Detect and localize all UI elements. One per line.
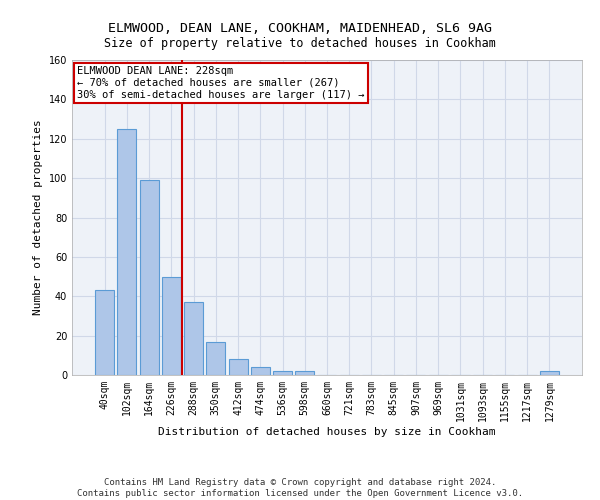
Bar <box>273 371 292 375</box>
Bar <box>251 367 270 375</box>
Bar <box>206 342 225 375</box>
Text: Size of property relative to detached houses in Cookham: Size of property relative to detached ho… <box>104 38 496 51</box>
Bar <box>162 276 181 375</box>
Bar <box>95 290 114 375</box>
Text: Contains HM Land Registry data © Crown copyright and database right 2024.
Contai: Contains HM Land Registry data © Crown c… <box>77 478 523 498</box>
Text: ELMWOOD, DEAN LANE, COOKHAM, MAIDENHEAD, SL6 9AG: ELMWOOD, DEAN LANE, COOKHAM, MAIDENHEAD,… <box>108 22 492 36</box>
X-axis label: Distribution of detached houses by size in Cookham: Distribution of detached houses by size … <box>158 426 496 436</box>
Bar <box>540 371 559 375</box>
Bar <box>184 302 203 375</box>
Y-axis label: Number of detached properties: Number of detached properties <box>33 120 43 316</box>
Bar <box>118 129 136 375</box>
Bar <box>295 371 314 375</box>
Bar <box>229 359 248 375</box>
Bar <box>140 180 158 375</box>
Text: ELMWOOD DEAN LANE: 228sqm
← 70% of detached houses are smaller (267)
30% of semi: ELMWOOD DEAN LANE: 228sqm ← 70% of detac… <box>77 66 365 100</box>
